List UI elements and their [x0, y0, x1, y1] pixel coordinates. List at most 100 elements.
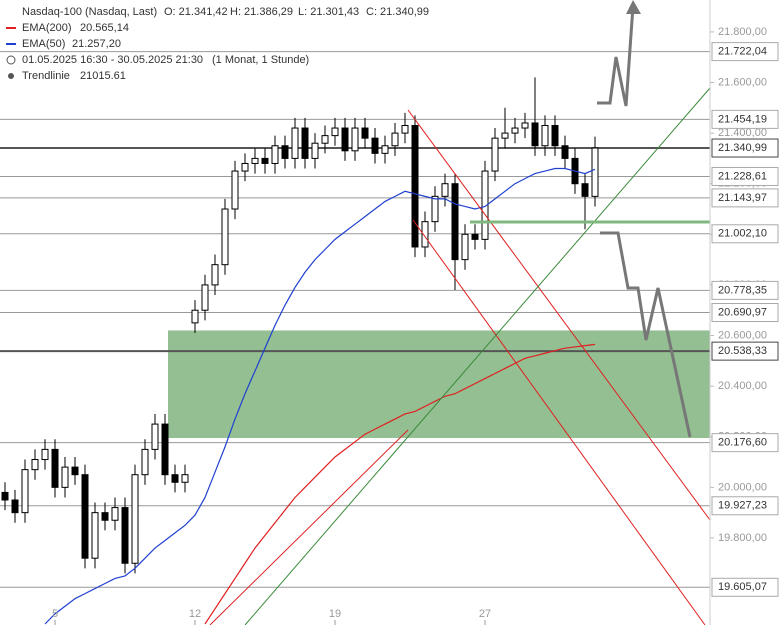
level-label: 20.538,33 — [718, 345, 767, 357]
candle-body — [411, 125, 419, 248]
candle-body — [231, 170, 239, 210]
level-label: 21.340,99 — [718, 142, 767, 154]
ohlc: O: 21.341,42 — [164, 6, 228, 18]
candle-body — [271, 145, 279, 164]
candle-body — [421, 221, 429, 248]
y-tick-label: 21.400,00 — [718, 127, 767, 139]
candle-body — [211, 264, 219, 286]
ema-line — [204, 343, 596, 625]
channel-line — [407, 109, 711, 521]
level-label: 20.690,97 — [718, 306, 767, 318]
ohlc: L: 21.301,43 — [298, 6, 359, 18]
period-note: (1 Monat, 1 Stunde) — [212, 54, 309, 66]
level-box — [711, 433, 779, 453]
candle-body — [261, 157, 269, 164]
candle-body — [551, 125, 559, 147]
y-tick-label: 20.600,00 — [718, 329, 767, 341]
level-box — [711, 42, 779, 62]
plot-layer — [0, 51, 710, 625]
x-tick-label: 12 — [189, 608, 201, 620]
candle-body — [391, 132, 399, 147]
legend: Nasdaq-100 (Nasdaq, Last) O: 21.341,42 H… — [6, 6, 429, 82]
y-tick-label: 21.600,00 — [718, 76, 767, 88]
y-tick-label: 19.800,00 — [718, 532, 767, 544]
level-box — [711, 166, 779, 186]
level-label: 21.143,97 — [718, 192, 767, 204]
scenario-arrow — [597, 5, 635, 107]
level-label: 20.176,60 — [718, 437, 767, 449]
candle-body — [121, 507, 129, 564]
candle-body — [331, 127, 339, 137]
candle-body — [151, 423, 159, 450]
level-box — [711, 224, 779, 244]
candle-body — [131, 474, 139, 564]
candle-body — [451, 183, 459, 261]
title: Nasdaq-100 (Nasdaq, Last) — [22, 6, 157, 18]
legend-label: EMA(200) — [22, 22, 72, 34]
channel-line — [209, 429, 409, 625]
period: 01.05.2025 16:30 - 30.05.2025 21:30 — [22, 54, 203, 66]
level-box — [711, 138, 779, 158]
ema-line — [44, 167, 596, 625]
legend-value: 20.565,14 — [80, 22, 129, 34]
level-label: 19.927,23 — [718, 500, 767, 512]
candle-body — [481, 170, 489, 240]
candle-body — [251, 157, 259, 164]
candle-body — [491, 137, 499, 172]
candle-body — [161, 423, 169, 476]
candle-body — [281, 145, 289, 159]
trendline-label: Trendlinie — [22, 70, 70, 82]
candle-body — [401, 125, 409, 134]
level-box — [711, 280, 779, 300]
candle-body — [1, 491, 9, 501]
candle-body — [381, 145, 389, 154]
candle-body — [71, 466, 79, 476]
arrow-head — [626, 0, 641, 14]
level-box — [711, 303, 779, 323]
candle-body — [371, 137, 379, 154]
candle-body — [181, 474, 189, 483]
zone — [168, 330, 710, 439]
channel-line — [412, 219, 706, 625]
level-label: 19.605,07 — [718, 581, 767, 593]
y-tick-label: 20.000,00 — [718, 481, 767, 493]
ohlc: H: 21.386,29 — [230, 6, 293, 18]
candle-body — [81, 474, 89, 559]
level-box — [711, 188, 779, 208]
level-box — [711, 577, 779, 597]
level-label: 21.228,61 — [718, 170, 767, 182]
price-axis: 21.800,0021.600,0021.400,0021.200,0021.0… — [52, 0, 779, 625]
scenario-path — [600, 231, 692, 438]
level-label: 21.002,10 — [718, 228, 767, 240]
candle-body — [311, 142, 319, 159]
candle-body — [141, 448, 149, 476]
level-label: 21.722,04 — [718, 46, 767, 58]
candle-body — [201, 284, 209, 311]
candle-body — [531, 122, 539, 147]
candle-body — [101, 512, 109, 521]
candle-body — [441, 183, 449, 197]
trend-line — [244, 87, 711, 625]
candle-body — [31, 459, 39, 471]
clock-icon — [6, 55, 16, 65]
candle-body — [41, 448, 49, 461]
candle-body — [51, 448, 59, 488]
candle-body — [341, 127, 349, 152]
level-label: 20.778,35 — [718, 284, 767, 296]
candle-body — [511, 127, 519, 134]
x-tick-label: 5 — [52, 608, 58, 620]
candle-body — [171, 474, 179, 483]
level-box — [711, 341, 779, 361]
candle-body — [301, 127, 309, 159]
candle-body — [241, 162, 249, 172]
y-tick-label: 20.400,00 — [718, 380, 767, 392]
candle-body — [471, 233, 479, 240]
candle-body — [431, 195, 439, 223]
candle-body — [581, 183, 589, 197]
y-tick-label: 21.800,00 — [718, 26, 767, 38]
candle-body — [591, 147, 599, 197]
candle-body — [361, 127, 369, 139]
trend-icon — [8, 73, 14, 79]
x-tick-label: 27 — [479, 608, 491, 620]
